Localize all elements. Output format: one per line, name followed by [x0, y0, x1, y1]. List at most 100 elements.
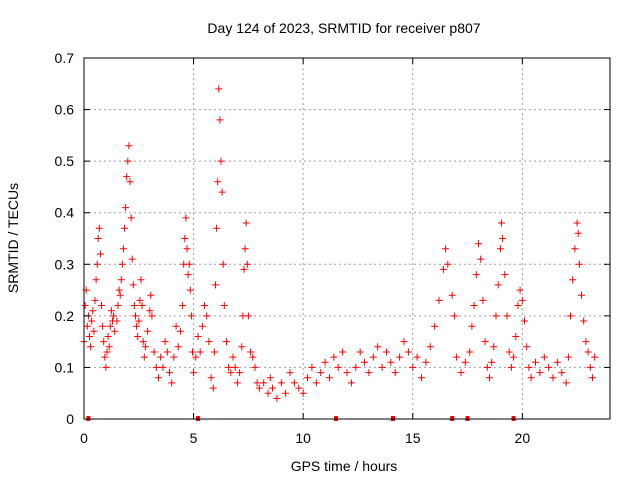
- data-point: [92, 276, 100, 284]
- data-point: [277, 379, 285, 387]
- data-point: [317, 369, 325, 377]
- data-point: [578, 291, 585, 299]
- data-point: [505, 348, 513, 356]
- data-point: [339, 348, 347, 356]
- data-point: [553, 358, 561, 366]
- data-point: [238, 343, 246, 351]
- axis-ticks: [83, 57, 610, 420]
- data-point: [448, 291, 456, 299]
- data-point: [527, 374, 535, 382]
- data-point: [334, 363, 342, 371]
- y-tick-label: 0.7: [55, 50, 75, 66]
- data-point: [225, 363, 233, 371]
- data-point: [444, 260, 452, 268]
- data-point: [479, 296, 487, 304]
- data-point: [99, 322, 107, 330]
- data-point: [383, 348, 390, 356]
- data-point: [525, 363, 533, 371]
- data-point: [166, 369, 173, 377]
- data-point: [194, 333, 202, 340]
- data-point: [453, 353, 461, 361]
- data-point: [102, 363, 110, 371]
- data-point: [352, 363, 360, 371]
- data-point: [118, 260, 126, 268]
- data-point: [91, 296, 99, 304]
- chart-title: Day 124 of 2023, SRMTID for receiver p80…: [207, 20, 480, 36]
- data-point: [236, 369, 244, 377]
- x-tick-label: 10: [295, 430, 311, 446]
- data-point: [378, 363, 386, 371]
- data-point: [308, 363, 316, 371]
- data-point: [125, 142, 133, 150]
- data-point: [161, 338, 169, 346]
- data-point: [299, 389, 307, 397]
- data-point: [209, 384, 217, 392]
- data-points: [80, 85, 599, 402]
- data-point: [488, 358, 496, 366]
- data-point: [558, 369, 566, 377]
- data-point: [457, 369, 465, 377]
- data-point: [184, 271, 192, 279]
- data-point: [181, 235, 189, 242]
- data-point: [94, 235, 102, 242]
- data-point: [404, 348, 412, 356]
- data-point: [98, 302, 105, 309]
- data-point: [207, 374, 215, 382]
- data-point: [223, 338, 230, 346]
- y-axis-label: SRMTID / TECUs: [5, 183, 21, 293]
- data-point: [126, 178, 134, 186]
- data-point: [286, 369, 294, 377]
- data-point: [426, 343, 434, 351]
- data-point: [518, 296, 526, 304]
- data-point: [575, 260, 583, 268]
- data-point: [105, 343, 113, 351]
- data-point: [216, 116, 224, 124]
- data-point: [481, 338, 489, 346]
- data-point: [233, 379, 241, 387]
- data-point: [574, 229, 582, 237]
- y-tick-label: 0.6: [55, 102, 75, 118]
- data-point: [155, 374, 162, 382]
- data-point: [466, 348, 474, 356]
- data-point: [103, 348, 111, 356]
- data-point: [450, 312, 458, 320]
- data-point: [295, 384, 303, 392]
- data-point: [365, 369, 373, 377]
- data-point: [499, 235, 507, 242]
- data-point: [96, 250, 104, 258]
- data-point: [185, 260, 193, 268]
- data-point: [147, 291, 155, 299]
- data-point: [214, 178, 222, 186]
- data-point: [201, 302, 208, 309]
- data-point: [496, 245, 504, 253]
- data-point: [210, 348, 218, 356]
- data-point: [269, 384, 276, 392]
- data-point: [168, 379, 176, 387]
- data-point: [133, 322, 141, 330]
- data-point: [562, 379, 570, 387]
- data-point: [119, 245, 127, 253]
- data-point: [213, 224, 221, 232]
- data-point: [227, 369, 235, 377]
- data-point: [251, 363, 259, 371]
- data-point: [290, 379, 298, 387]
- data-point: [586, 363, 594, 371]
- data-point: [569, 276, 577, 284]
- data-point: [532, 358, 539, 366]
- data-point: [545, 363, 553, 371]
- data-point: [157, 353, 165, 361]
- data-point: [198, 322, 206, 330]
- data-point: [81, 302, 89, 309]
- data-point: [266, 374, 274, 382]
- data-point: [343, 369, 351, 377]
- data-point: [490, 343, 498, 351]
- data-point: [516, 286, 524, 294]
- x-tick-label: 15: [405, 430, 421, 446]
- data-point: [240, 265, 248, 273]
- data-point: [137, 276, 145, 284]
- data-point: [330, 353, 338, 361]
- data-point: [400, 338, 408, 346]
- data-point: [93, 260, 101, 268]
- data-point: [183, 245, 191, 253]
- data-point: [326, 374, 333, 382]
